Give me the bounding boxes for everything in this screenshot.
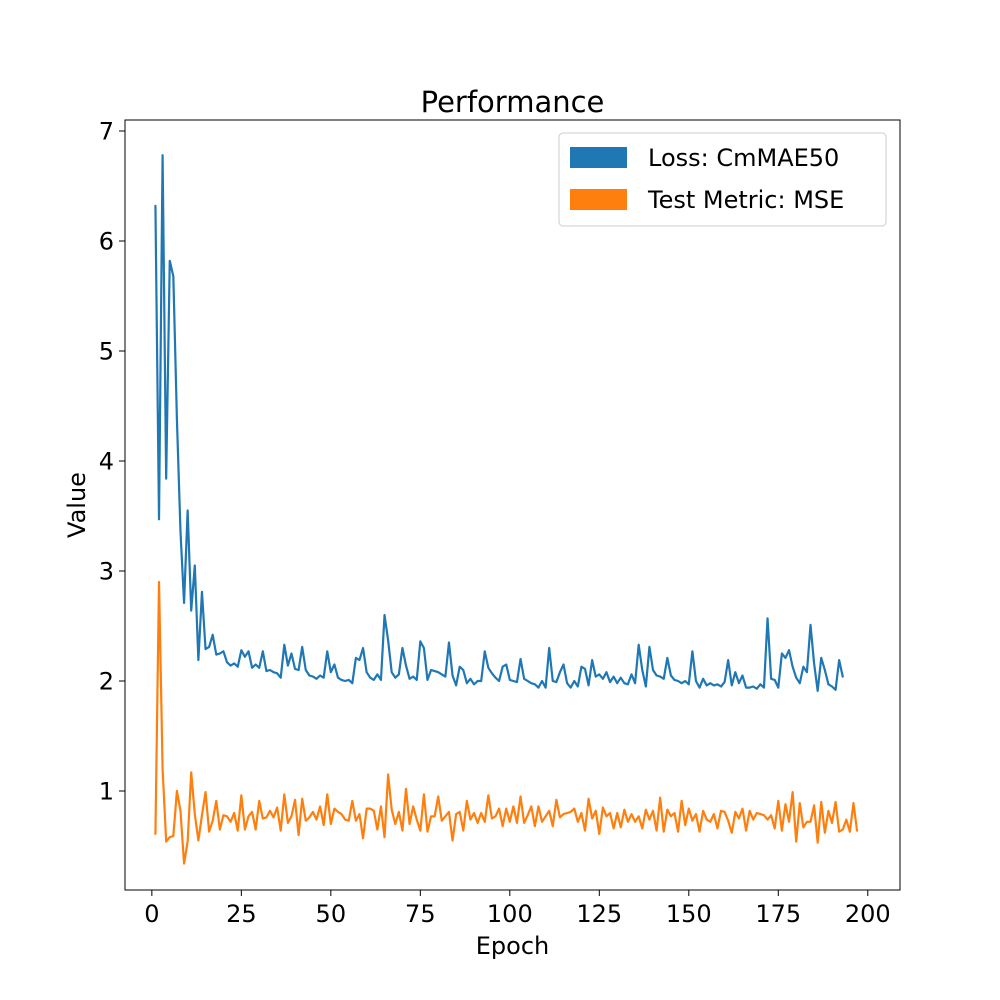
x-tick-label: 50 bbox=[316, 900, 347, 928]
y-tick-label: 6 bbox=[99, 228, 114, 256]
y-tick-label: 7 bbox=[99, 118, 114, 146]
y-tick-label: 2 bbox=[99, 668, 114, 696]
y-tick-label: 1 bbox=[99, 778, 114, 806]
y-axis-title: Value bbox=[63, 472, 91, 538]
x-tick-label: 150 bbox=[666, 900, 712, 928]
y-tick-label: 5 bbox=[99, 338, 114, 366]
legend-box bbox=[558, 132, 887, 227]
legend: Loss: CmMAE50 Test Metric: MSE bbox=[558, 132, 887, 227]
series-layer bbox=[154, 154, 859, 865]
legend-label: Loss: CmMAE50 bbox=[648, 144, 839, 172]
x-tick-label: 75 bbox=[405, 900, 436, 928]
legend-swatch bbox=[570, 189, 627, 210]
y-tick-label: 4 bbox=[99, 448, 114, 476]
x-tick-label: 175 bbox=[755, 900, 801, 928]
x-tick-label: 25 bbox=[226, 900, 257, 928]
x-tick-label: 125 bbox=[576, 900, 622, 928]
series-line-test-metric bbox=[154, 580, 859, 865]
x-tick-label: 200 bbox=[845, 900, 891, 928]
y-axis: 1 2 3 4 5 6 7 bbox=[99, 118, 125, 806]
x-axis: 0 25 50 75 100 125 150 175 200 bbox=[144, 890, 891, 928]
x-axis-title: Epoch bbox=[476, 932, 550, 960]
legend-swatch bbox=[570, 147, 627, 168]
legend-label: Test Metric: MSE bbox=[647, 186, 844, 214]
chart-title: Performance bbox=[421, 85, 605, 119]
x-tick-label: 100 bbox=[487, 900, 533, 928]
plot-frame bbox=[124, 119, 901, 891]
x-tick-label: 0 bbox=[144, 900, 159, 928]
y-tick-label: 3 bbox=[99, 558, 114, 586]
series-line-loss bbox=[154, 154, 844, 693]
